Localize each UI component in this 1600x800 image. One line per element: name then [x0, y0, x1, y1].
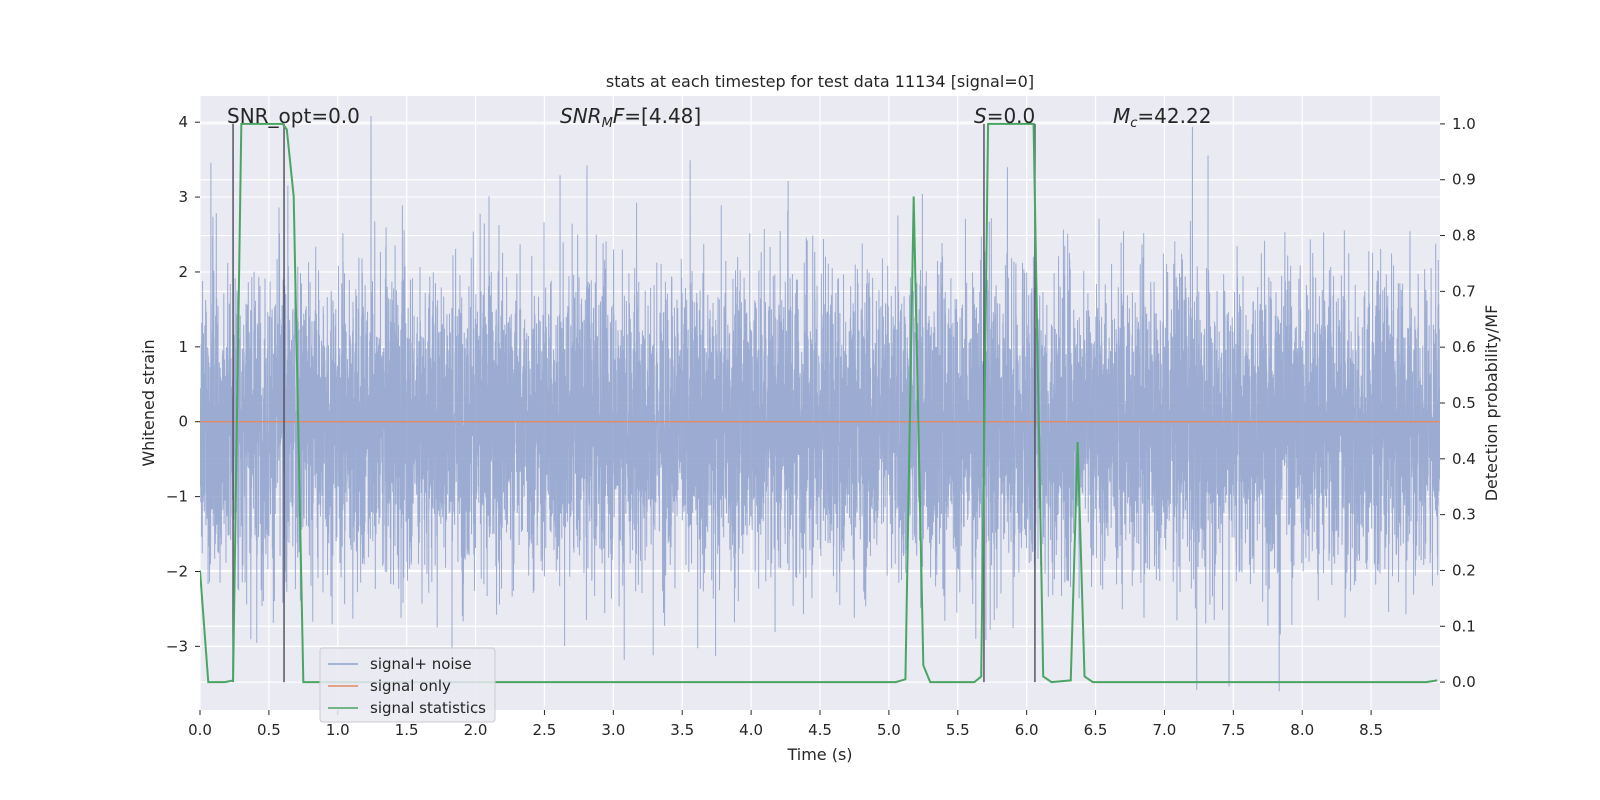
legend-label-signal-statistics: signal statistics — [370, 699, 486, 717]
series-signal-plus-noise — [200, 116, 1440, 692]
y-left-tick-label-5: 2 — [178, 263, 188, 281]
x-tick-label-16: 8.0 — [1290, 721, 1314, 739]
y-left-tick-label-0: −3 — [166, 637, 188, 655]
x-tick-label-2: 1.0 — [326, 721, 350, 739]
x-tick-label-6: 3.0 — [601, 721, 625, 739]
x-tick-label-10: 5.0 — [877, 721, 901, 739]
annotation-s: S=0.0 — [974, 104, 1035, 128]
x-tick-label-0: 0.0 — [188, 721, 212, 739]
y-left-tick-label-7: 4 — [178, 113, 188, 131]
x-tick-label-3: 1.5 — [395, 721, 419, 739]
legend-box — [319, 647, 496, 723]
x-tick-label-1: 0.5 — [257, 721, 281, 739]
x-tick-label-12: 6.0 — [1015, 721, 1039, 739]
y-right-tick-label-9: 0.9 — [1452, 171, 1476, 189]
x-tick-labels: 0.0 0.5 1.0 1.5 2.0 2.5 3.0 3.5 4.0 4.5 5.0 5.5 6.0 6… — [188, 710, 1383, 739]
x-tick-label-4: 2.0 — [464, 721, 488, 739]
y-left-tick-label-4: 1 — [178, 338, 188, 356]
legend-label-signal-only: signal only — [370, 677, 451, 695]
x-axis-label: Time (s) — [786, 745, 852, 764]
x-tick-label-11: 5.5 — [946, 721, 970, 739]
x-tick-label-5: 2.5 — [533, 721, 557, 739]
y-right-tick-label-8: 0.8 — [1452, 227, 1476, 245]
y-right-tick-label-1: 0.1 — [1452, 617, 1476, 635]
y-left-axis-label: Whitened strain — [139, 339, 158, 466]
x-tick-label-8: 4.0 — [739, 721, 763, 739]
x-tick-label-7: 3.5 — [670, 721, 694, 739]
plot-series — [200, 116, 1440, 692]
y-right-tick-label-5: 0.5 — [1452, 394, 1476, 412]
x-tick-label-17: 8.5 — [1359, 721, 1383, 739]
y-right-axis-label: Detection probability/MF — [1482, 305, 1501, 502]
y-right-tick-label-4: 0.4 — [1452, 450, 1476, 468]
legend-label-signal-plus-noise: signal+ noise — [370, 655, 472, 673]
x-tick-label-14: 7.0 — [1153, 721, 1177, 739]
annotation-snr-mf: SNRMF=[4.48] — [560, 104, 701, 131]
y-left-tick-label-2: −1 — [166, 488, 188, 506]
y-right-tick-label-3: 0.3 — [1452, 506, 1476, 524]
y-left-tick-label-6: 3 — [178, 188, 188, 206]
y-right-tick-label-2: 0.2 — [1452, 561, 1476, 579]
y-left-tick-labels: −3 −2 −1 0 1 2 3 4 — [166, 113, 200, 655]
y-left-tick-label-1: −2 — [166, 562, 188, 580]
y-right-tick-labels: 0.0 0.1 0.2 0.3 0.4 0.5 0.6 0.7 0.8 0.9 1.0 — [1440, 115, 1476, 691]
annotation-mc: Mc=42.22 — [1113, 104, 1211, 131]
series-signal-statistics — [200, 122, 1438, 684]
legend: signal+ noise signal only signal statist… — [319, 647, 496, 723]
y-right-tick-label-10: 1.0 — [1452, 115, 1476, 133]
annotation-snr-opt: SNR_opt=0.0 — [227, 104, 360, 128]
chart-title: stats at each timestep for test data 111… — [606, 72, 1034, 91]
y-left-tick-label-3: 0 — [178, 413, 188, 431]
y-right-tick-label-0: 0.0 — [1452, 673, 1476, 691]
y-right-tick-label-6: 0.6 — [1452, 338, 1476, 356]
x-tick-label-15: 7.5 — [1221, 721, 1245, 739]
x-tick-label-13: 6.5 — [1084, 721, 1108, 739]
y-right-tick-label-7: 0.7 — [1452, 282, 1476, 300]
x-tick-label-9: 4.5 — [808, 721, 832, 739]
